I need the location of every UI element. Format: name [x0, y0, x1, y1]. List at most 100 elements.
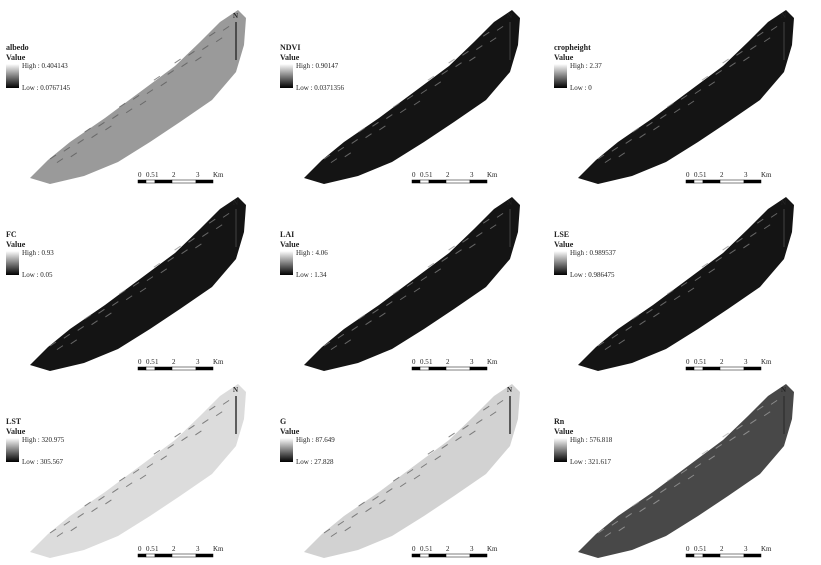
scale-label: 2: [172, 545, 176, 553]
scale-segment: [744, 554, 761, 557]
map-raster: [30, 10, 246, 184]
scale-segment: [720, 367, 744, 370]
map-raster: [578, 197, 794, 371]
legend-heading: Value: [6, 53, 26, 62]
scale-segment: [694, 554, 703, 557]
legend-heading: Value: [554, 240, 574, 249]
scale-segment: [196, 367, 213, 370]
scale-label: 0.5: [694, 545, 703, 553]
scale-label: 2: [172, 171, 176, 179]
legend-ramp: [6, 438, 19, 462]
legend-ramp: [280, 251, 293, 275]
legend-heading: Value: [280, 53, 300, 62]
scale-segment: [155, 554, 172, 557]
scale-label: Km: [761, 171, 772, 179]
scale-segment: [412, 367, 420, 370]
scale-segment: [470, 554, 487, 557]
scale-segment: [446, 367, 470, 370]
map-raster: [304, 197, 520, 371]
legend-low: Low : 0.0371356: [296, 84, 345, 92]
scale-segment: [694, 367, 703, 370]
scale-label: Km: [213, 171, 224, 179]
legend-ramp: [554, 64, 567, 88]
legend-low: Low : 305.567: [22, 458, 64, 466]
scale-label: 2: [172, 358, 176, 366]
legend-low: Low : 1.34: [296, 271, 327, 279]
map-title: FC: [6, 230, 17, 239]
scale-label: 0: [412, 171, 416, 179]
scale-label: 2: [446, 545, 450, 553]
scale-label: 0: [412, 545, 416, 553]
legend-high: High : 576.818: [570, 436, 613, 444]
legend-ramp: [554, 438, 567, 462]
legend-heading: Value: [6, 427, 26, 436]
scale-label: 1: [155, 545, 159, 553]
scale-segment: [694, 180, 703, 183]
scale-label: 0.5: [420, 545, 429, 553]
legend-high: High : 87.649: [296, 436, 335, 444]
map-title: G: [280, 417, 286, 426]
map-raster: [304, 10, 520, 184]
map-panel: LSTValueHigh : 320.975Low : 305.567N00.5…: [6, 384, 246, 558]
scale-label: 0.5: [694, 171, 703, 179]
scale-label: 3: [744, 171, 748, 179]
scale-label: 3: [196, 358, 200, 366]
north-label: N: [233, 199, 238, 207]
scale-label: 0: [412, 358, 416, 366]
north-label: N: [507, 12, 512, 20]
scale-segment: [686, 554, 694, 557]
legend-high: High : 4.06: [296, 249, 328, 257]
scale-segment: [446, 180, 470, 183]
scale-segment: [744, 180, 761, 183]
scale-label: 1: [703, 545, 707, 553]
scale-segment: [470, 180, 487, 183]
scale-label: Km: [487, 171, 498, 179]
scale-segment: [744, 367, 761, 370]
legend-high: High : 0.404143: [22, 62, 68, 70]
scale-label: Km: [213, 545, 224, 553]
legend-heading: Value: [554, 53, 574, 62]
scale-segment: [686, 367, 694, 370]
map-raster: [304, 384, 520, 558]
map-title: Rn: [554, 417, 565, 426]
scale-segment: [470, 367, 487, 370]
scale-label: 1: [155, 171, 159, 179]
scale-segment: [703, 180, 720, 183]
scale-segment: [720, 554, 744, 557]
map-panel: albedoValueHigh : 0.404143Low : 0.076714…: [6, 10, 246, 184]
scale-segment: [146, 180, 155, 183]
legend-ramp: [280, 64, 293, 88]
map-panel: LAIValueHigh : 4.06Low : 1.34N00.5123Km: [280, 197, 520, 371]
scale-label: 0: [686, 545, 690, 553]
legend-ramp: [6, 251, 19, 275]
scale-label: 3: [744, 358, 748, 366]
scale-segment: [138, 554, 146, 557]
map-panel: FCValueHigh : 0.93Low : 0.05N00.5123Km: [6, 197, 246, 371]
scale-label: 1: [429, 171, 433, 179]
scale-label: Km: [487, 545, 498, 553]
scale-label: 3: [744, 545, 748, 553]
scale-label: 3: [196, 545, 200, 553]
scale-segment: [412, 180, 420, 183]
scale-segment: [420, 367, 429, 370]
north-label: N: [781, 12, 786, 20]
scale-label: Km: [761, 545, 772, 553]
scale-segment: [686, 180, 694, 183]
scale-label: 3: [470, 545, 474, 553]
north-label: N: [781, 386, 786, 394]
scale-label: 0.5: [420, 171, 429, 179]
legend-low: Low : 0.05: [22, 271, 53, 279]
map-title: albedo: [6, 43, 29, 52]
scale-label: 0.5: [420, 358, 429, 366]
map-raster: [578, 384, 794, 558]
scale-segment: [196, 554, 213, 557]
scale-label: 0.5: [146, 358, 155, 366]
map-title: LAI: [280, 230, 294, 239]
scale-segment: [420, 554, 429, 557]
scale-label: 2: [720, 358, 724, 366]
legend-high: High : 0.989537: [570, 249, 616, 257]
legend-heading: Value: [280, 427, 300, 436]
legend-high: High : 320.975: [22, 436, 65, 444]
scale-label: 0: [686, 171, 690, 179]
scale-label: 1: [703, 171, 707, 179]
